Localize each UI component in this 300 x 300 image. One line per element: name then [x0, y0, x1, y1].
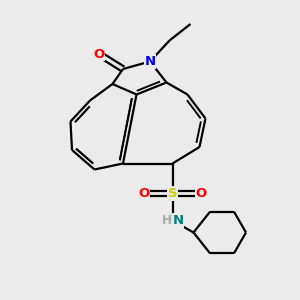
Text: S: S — [168, 187, 177, 200]
Text: H: H — [162, 214, 172, 227]
Text: O: O — [93, 47, 105, 61]
Text: N: N — [144, 55, 156, 68]
Text: O: O — [195, 187, 207, 200]
Text: O: O — [138, 187, 150, 200]
Text: N: N — [172, 214, 184, 227]
